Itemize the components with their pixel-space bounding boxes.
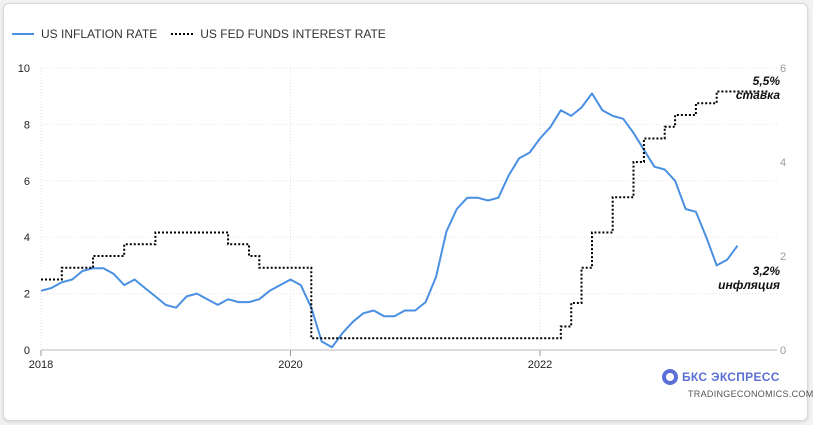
- y-left-tick-label: 4: [24, 232, 30, 244]
- legend-swatch-fed: [171, 33, 194, 35]
- inflation-value: 3,2%: [752, 264, 780, 278]
- y-left-tick-label: 10: [18, 63, 30, 75]
- fed-rate-annotation: 5,5% ставка: [700, 74, 780, 102]
- fed-rate-label: ставка: [735, 88, 780, 102]
- legend-swatch-inflation: [12, 33, 34, 35]
- series-line-fed-funds-rate[interactable]: [41, 90, 769, 340]
- legend-item-fed[interactable]: US FED FUNDS INTEREST RATE: [171, 27, 386, 41]
- legend-item-inflation[interactable]: US INFLATION RATE: [12, 27, 157, 41]
- legend-label-fed: US FED FUNDS INTEREST RATE: [200, 27, 386, 41]
- series-line-inflation-rate[interactable]: [40, 92, 739, 349]
- y-left-tick-label: 8: [24, 119, 30, 131]
- chart-card: [3, 3, 808, 421]
- source-credit[interactable]: TRADINGECONOMICS.COM: [688, 389, 813, 399]
- y-left-tick-label: 6: [24, 176, 30, 188]
- inflation-annotation: 3,2% инфляция: [690, 264, 780, 292]
- y-right-tick-label: 0: [780, 345, 786, 357]
- y-left-tick-label: 0: [24, 345, 30, 357]
- brand-name: БКС ЭКСПРЕСС: [682, 370, 780, 384]
- bks-logo-icon: [662, 369, 678, 385]
- x-tick-label: 2018: [29, 359, 53, 371]
- chart-legend: US INFLATION RATE US FED FUNDS INTEREST …: [12, 27, 400, 41]
- y-right-tick-label: 4: [780, 157, 786, 169]
- x-tick-label: 2020: [278, 359, 302, 371]
- y-left-tick-label: 2: [24, 289, 30, 301]
- brand: БКС ЭКСПРЕСС: [662, 369, 780, 385]
- legend-label-inflation: US INFLATION RATE: [41, 27, 158, 41]
- y-right-tick-label: 2: [780, 251, 786, 263]
- x-tick-label: 2022: [528, 359, 552, 371]
- y-right-tick-label: 6: [780, 63, 786, 75]
- fed-rate-value: 5,5%: [752, 74, 780, 88]
- inflation-label: инфляция: [718, 278, 780, 292]
